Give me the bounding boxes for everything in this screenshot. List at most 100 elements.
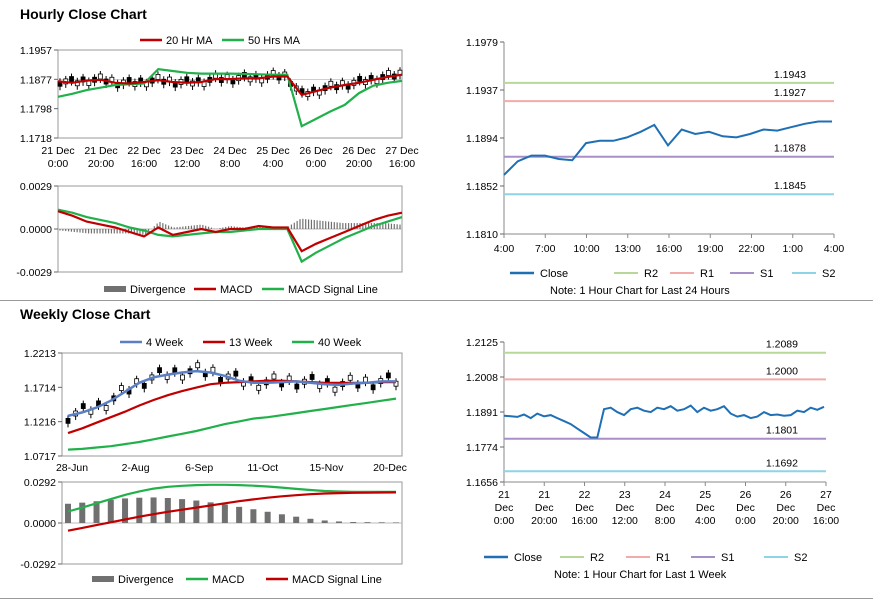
weekly-price-candle-body <box>271 373 277 380</box>
weekly-price-candle-body <box>256 384 262 391</box>
weekly-price-xtick-label: 15-Nov <box>309 462 344 474</box>
hourly-macd-legend-swatch <box>104 286 126 292</box>
weekly-1h-xtick-label: 16:00 <box>571 515 597 527</box>
weekly-divergence-bar <box>278 514 285 523</box>
weekly-price-candle-body <box>363 376 368 383</box>
weekly-price-xtick-label: 11-Oct <box>247 462 278 474</box>
weekly-divergence-bar <box>150 497 157 523</box>
weekly-price-candle-body <box>385 372 391 379</box>
weekly-1h-legend-label: R1 <box>656 552 670 564</box>
weekly-divergence-bar <box>293 516 300 523</box>
weekly-ma4-line <box>67 369 396 418</box>
weekly-1h-xtick-label: 22 <box>579 489 591 501</box>
weekly-divergence-bar <box>393 522 399 523</box>
weekly-1h-ytick-label: 1.1891 <box>466 407 498 419</box>
weekly-1h-xtick-label: 21 <box>538 489 550 501</box>
weekly-divergence-bar <box>335 521 342 523</box>
hourly-price-xtick-time: 12:00 <box>174 158 200 170</box>
hourly-1h-ytick-label: 1.1810 <box>466 229 498 241</box>
hourly-1h-ytick-label: 1.1852 <box>466 181 498 193</box>
bottom-divider <box>0 598 873 599</box>
weekly-1h-xtick-label: 8:00 <box>655 515 676 527</box>
hourly-price-candle-body <box>69 76 74 82</box>
weekly-divergence-bar <box>364 522 371 523</box>
weekly-divergence-bar <box>378 522 385 523</box>
weekly-price-candle-body <box>309 374 315 380</box>
hourly-price-ytick-label: 1.1957 <box>20 45 52 57</box>
weekly-ma13-line <box>67 379 396 435</box>
weekly-1h-level-label: 1.2089 <box>766 339 798 351</box>
weekly-macd-ytick-label: 0.0292 <box>24 477 56 489</box>
weekly-1h-xtick-label: 21 <box>498 489 510 501</box>
hourly-macd-legend-label: MACD <box>220 284 252 296</box>
hourly-ma50-line <box>57 67 403 128</box>
weekly-1h-ytick-label: 1.1774 <box>466 442 498 454</box>
hourly-1h-legend-label: S1 <box>760 268 773 280</box>
weekly-1h-xtick-label: 24 <box>659 489 671 501</box>
hourly-1h-xtick-label: 1:00 <box>783 243 804 255</box>
weekly-divergence-bar <box>250 509 257 523</box>
weekly-1h-xtick-label: 27 <box>820 489 832 501</box>
hourly-1h-chart: 1.1979 1.1937 1.1894 1.1852 1.1810 1.1943 1.19… <box>466 37 845 297</box>
hourly-price-xtick-time: 0:00 <box>306 158 327 170</box>
weekly-price-legend-label: 40 Week <box>318 337 362 349</box>
weekly-1h-legend-label: S2 <box>794 552 807 564</box>
weekly-divergence-bar <box>236 506 243 523</box>
weekly-1h-level-label: 1.1801 <box>766 425 798 437</box>
hourly-1h-xtick-label: 16:00 <box>656 243 682 255</box>
hourly-macd-legend-label: MACD Signal Line <box>288 284 378 296</box>
weekly-price-candle-body <box>65 417 71 424</box>
hourly-1h-xtick-label: 4:00 <box>494 243 515 255</box>
weekly-1h-chart: 1.2125 1.2008 1.1891 1.1774 1.1656 1.2089 1.20… <box>466 337 839 581</box>
weekly-1h-xtick-label: 25 <box>699 489 711 501</box>
weekly-macd-line <box>67 483 396 513</box>
weekly-1h-level-label: 1.1692 <box>766 457 798 469</box>
hourly-macd-legend-label: Divergence <box>130 284 186 296</box>
weekly-1h-xtick-label: 0:00 <box>735 515 756 527</box>
hourly-1h-level-label: 1.1878 <box>774 143 806 155</box>
weekly-price-candle-body <box>157 367 162 374</box>
hourly-1h-xtick-label: 22:00 <box>738 243 764 255</box>
weekly-ma40-line <box>67 397 397 451</box>
hourly-1h-xtick-label: 7:00 <box>535 243 556 255</box>
weekly-divergence-bar <box>164 498 171 523</box>
weekly-price-xtick-label: 6-Sep <box>185 462 213 474</box>
hourly-section-title: Hourly Close Chart <box>20 6 147 22</box>
hourly-1h-ytick-label: 1.1937 <box>466 85 498 97</box>
weekly-macd-legend-label: MACD Signal Line <box>292 574 382 586</box>
weekly-divergence-bar <box>65 503 71 523</box>
hourly-price-candle-body <box>184 76 190 83</box>
weekly-price-candle-body <box>80 403 86 409</box>
weekly-divergence-bar <box>93 501 100 523</box>
weekly-divergence-bar <box>136 497 143 523</box>
weekly-1h-xtick-label: Dec <box>615 502 634 514</box>
weekly-macd-legend-swatch <box>92 576 114 582</box>
weekly-price-legend-label: 13 Week <box>229 337 273 349</box>
weekly-macd-chart: 0.0292 0.0000 -0.0292 Divergence MACD MACD Si… <box>20 477 403 586</box>
weekly-price-ytick-label: 1.1216 <box>24 417 56 429</box>
hourly-price-candle-body <box>155 74 161 80</box>
weekly-1h-close-line <box>503 404 825 439</box>
hourly-1h-legend-label: R2 <box>644 268 658 280</box>
hourly-price-plot-area <box>57 49 403 139</box>
hourly-1h-ytick-label: 1.1894 <box>466 133 498 145</box>
weekly-price-legend-label: 4 Week <box>146 337 184 349</box>
weekly-price-candle-body <box>218 376 223 383</box>
hourly-ma20-line <box>57 73 403 97</box>
weekly-price-candle-body <box>118 385 124 391</box>
hourly-price-candle-body <box>126 77 132 83</box>
hourly-price-xtick-date: 27 Dec <box>385 145 418 157</box>
weekly-1h-xtick-label: Dec <box>817 502 836 514</box>
section-divider <box>0 300 873 301</box>
hourly-price-xtick-time: 4:00 <box>263 158 284 170</box>
weekly-1h-xtick-label: 0:00 <box>494 515 515 527</box>
hourly-macd-ytick-label: 0.0029 <box>20 181 52 193</box>
hourly-1h-ytick-label: 1.1979 <box>466 37 498 49</box>
weekly-price-candle-body <box>332 386 338 393</box>
weekly-1h-xtick-label: 12:00 <box>612 515 638 527</box>
hourly-price-xtick-time: 16:00 <box>389 158 415 170</box>
weekly-1h-note: Note: 1 Hour Chart for Last 1 Week <box>554 569 727 581</box>
weekly-1h-xtick-label: Dec <box>575 502 594 514</box>
weekly-1h-xtick-label: 20:00 <box>773 515 799 527</box>
